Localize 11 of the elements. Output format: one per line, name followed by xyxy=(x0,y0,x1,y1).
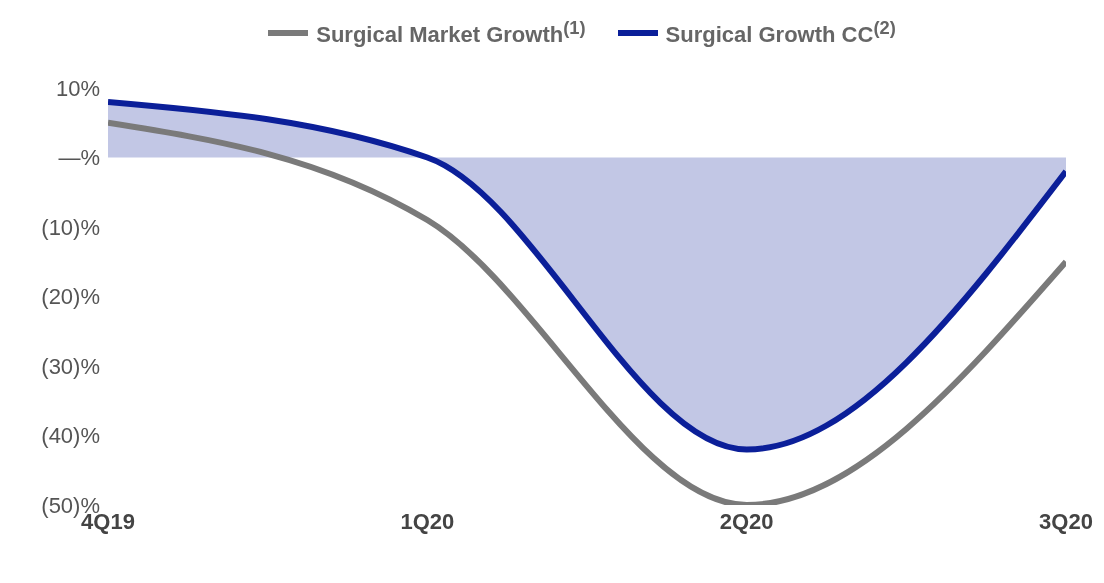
y-tick-label: —% xyxy=(58,145,100,171)
y-tick-label: (40)% xyxy=(41,423,100,449)
legend-label: Surgical Growth CC$^{(2)}$ xyxy=(665,17,896,49)
x-tick-label: 1Q20 xyxy=(400,508,455,534)
y-tick-label: (10)% xyxy=(41,214,100,240)
y-tick-label: (30)% xyxy=(41,353,100,379)
legend-label: Surgical Market Growth$^{(1)}$ xyxy=(316,17,586,49)
y-tick-label: (20)% xyxy=(41,284,100,310)
x-tick-label: 2Q20 xyxy=(719,508,774,534)
y-tick-label: 10% xyxy=(55,75,100,101)
x-tick-label: 3Q20 xyxy=(1039,508,1093,534)
